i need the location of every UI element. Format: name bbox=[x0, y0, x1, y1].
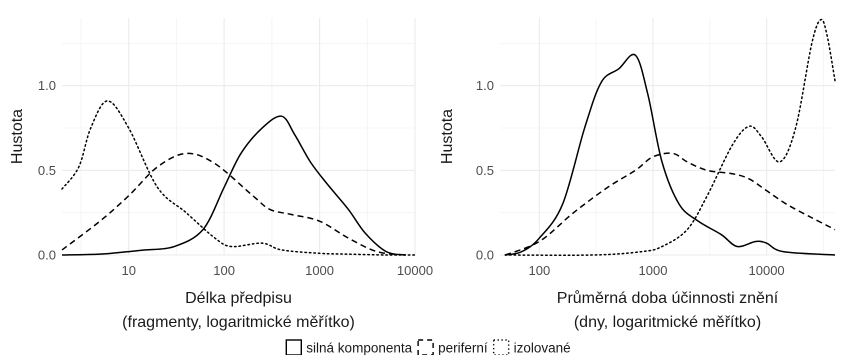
legend-label: silná komponenta bbox=[306, 340, 412, 355]
x-tick-label: 10000 bbox=[749, 263, 785, 278]
y-tick-label: 1.0 bbox=[476, 78, 494, 93]
legend-label: izolované bbox=[514, 340, 571, 355]
chart-panel-duration: 0.0 0.5 1.0 100 1000 10000 Hustota Průměrná dob… bbox=[439, 18, 836, 331]
density-line-dotted bbox=[504, 18, 836, 256]
legend-key-dotted bbox=[492, 339, 510, 355]
y-axis-title: Hustota bbox=[439, 109, 456, 164]
chart-panel-length: 0.0 0.5 1.0 10 100 1000 10000 Hustota Délka před… bbox=[9, 18, 433, 331]
x-tick-label: 10 bbox=[121, 263, 135, 278]
legend-label: periferní bbox=[438, 340, 488, 355]
legend: silná komponenta periferní izolované bbox=[285, 339, 571, 355]
y-tick-label: 0.0 bbox=[38, 248, 56, 263]
y-tick-label: 0.0 bbox=[476, 248, 494, 263]
x-tick-label: 1000 bbox=[639, 263, 668, 278]
y-tick-label: 0.5 bbox=[476, 163, 494, 178]
density-line-solid bbox=[505, 53, 836, 256]
x-axis-title-line: (dny, logaritmické měřítko) bbox=[574, 314, 761, 331]
y-tick-label: 1.0 bbox=[38, 78, 56, 93]
y-axis-title: Hustota bbox=[9, 109, 26, 164]
density-line-solid bbox=[61, 115, 406, 256]
density-line-dotted bbox=[61, 100, 416, 256]
legend-key-solid bbox=[285, 339, 302, 355]
x-tick-label: 100 bbox=[213, 263, 235, 278]
x-tick-label: 1000 bbox=[305, 263, 334, 278]
x-axis-title-line: Délka předpisu bbox=[185, 290, 292, 307]
density-line-dashed bbox=[504, 152, 836, 256]
density-line-dashed bbox=[61, 152, 406, 256]
x-axis-title-line: Průměrná doba účinnosti znění bbox=[557, 289, 779, 307]
x-tick-label: 100 bbox=[529, 263, 551, 278]
y-tick-label: 0.5 bbox=[38, 163, 56, 178]
x-axis-title-line: (fragmenty, logaritmické měřítko) bbox=[122, 314, 355, 331]
legend-key-dashed bbox=[417, 339, 434, 355]
x-tick-label: 10000 bbox=[397, 263, 433, 278]
